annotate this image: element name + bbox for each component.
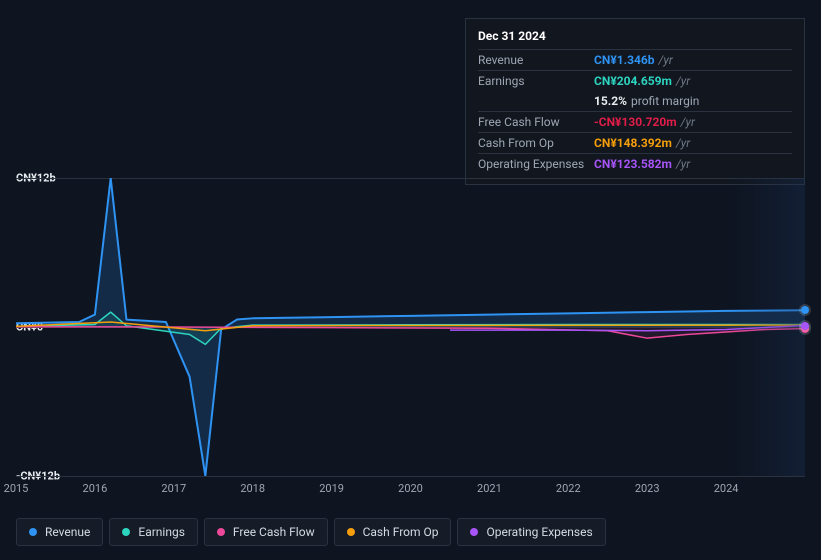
series-end-marker	[801, 306, 809, 314]
legend-label: Cash From Op	[363, 525, 439, 539]
x-tick-label: 2021	[477, 482, 502, 495]
legend: Revenue Earnings Free Cash Flow Cash From O…	[16, 518, 606, 546]
tooltip-row-label: Free Cash Flow	[478, 115, 594, 129]
tooltip-row-unit: /yr	[676, 74, 690, 88]
tooltip-row-label: Cash From Op	[478, 136, 594, 150]
legend-dot-icon	[29, 528, 37, 536]
tooltip-row: RevenueCN¥1.346b/yr	[478, 49, 792, 70]
x-tick-label: 2016	[83, 482, 108, 495]
line-chart-svg	[16, 178, 805, 476]
x-tick-label: 2022	[556, 482, 581, 495]
x-tick-label: 2024	[714, 482, 739, 495]
chart-area: CN¥12bCN¥0-CN¥12b	[16, 160, 805, 480]
tooltip-row: Free Cash Flow-CN¥130.720m/yr	[478, 111, 792, 132]
legend-item[interactable]: Earnings	[109, 518, 198, 546]
legend-label: Revenue	[45, 525, 90, 539]
x-tick-label: 2018	[240, 482, 265, 495]
legend-dot-icon	[470, 528, 478, 536]
x-tick-label: 2019	[319, 482, 344, 495]
tooltip-subrow: 15.2% profit margin	[478, 91, 792, 111]
tooltip-row-unit: /yr	[681, 115, 695, 129]
tooltip-row: EarningsCN¥204.659m/yr	[478, 70, 792, 91]
tooltip-row: Cash From OpCN¥148.392m/yr	[478, 132, 792, 153]
x-axis: 2015201620172018201920202021202220232024	[16, 482, 805, 498]
tooltip-row-label: Earnings	[478, 74, 594, 88]
x-tick-label: 2020	[398, 482, 423, 495]
tooltip-row-unit: /yr	[659, 53, 673, 67]
tooltip-sub-label: profit margin	[631, 94, 699, 108]
tooltip-row-value: CN¥148.392m	[594, 136, 672, 150]
x-tick-label: 2017	[161, 482, 186, 495]
chart-container: Dec 31 2024 RevenueCN¥1.346b/yrEarningsC…	[0, 0, 821, 560]
x-tick-label: 2023	[635, 482, 660, 495]
legend-dot-icon	[347, 528, 355, 536]
legend-dot-icon	[122, 528, 130, 536]
tooltip-row-label: Revenue	[478, 53, 594, 67]
tooltip-sub-pct: 15.2%	[594, 94, 627, 108]
tooltip-date: Dec 31 2024	[478, 27, 792, 49]
tooltip-row-value: -CN¥130.720m	[594, 115, 677, 129]
tooltip-row-value: CN¥204.659m	[594, 74, 672, 88]
legend-item[interactable]: Revenue	[16, 518, 103, 546]
tooltip-row-value: CN¥1.346b	[594, 53, 655, 67]
legend-item[interactable]: Cash From Op	[334, 518, 452, 546]
x-tick-label: 2015	[4, 482, 29, 495]
legend-label: Earnings	[138, 525, 185, 539]
legend-label: Free Cash Flow	[233, 525, 315, 539]
series-end-marker	[801, 322, 809, 330]
legend-label: Operating Expenses	[486, 525, 592, 539]
legend-dot-icon	[217, 528, 225, 536]
legend-item[interactable]: Operating Expenses	[457, 518, 605, 546]
grid-line	[16, 476, 805, 477]
legend-item[interactable]: Free Cash Flow	[204, 518, 328, 546]
tooltip-row-unit: /yr	[676, 136, 690, 150]
